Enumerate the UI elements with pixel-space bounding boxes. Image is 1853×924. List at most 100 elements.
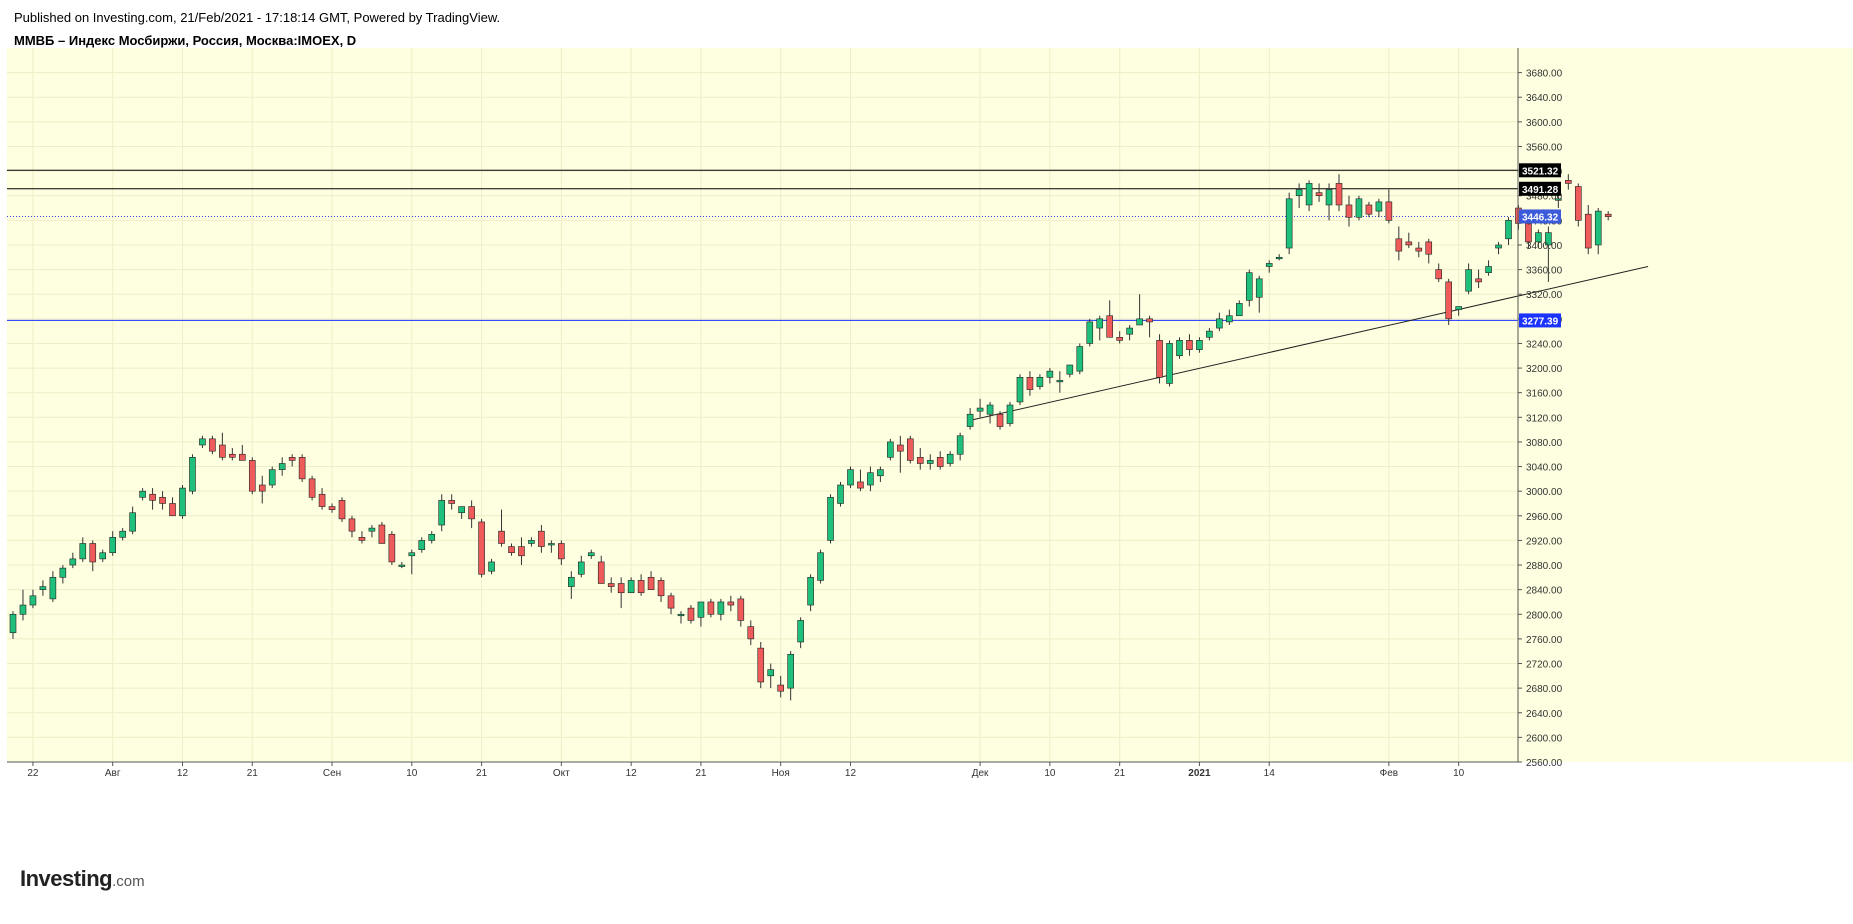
candle <box>159 491 166 510</box>
candle-body-down <box>667 595 675 609</box>
candle-body-up <box>199 438 206 446</box>
candle <box>717 598 725 621</box>
candle <box>1315 183 1323 202</box>
candle <box>1495 241 1502 255</box>
candle-body-up <box>1245 272 1253 301</box>
candle-body-down <box>239 453 246 461</box>
candle <box>1295 183 1303 209</box>
candle-body-up <box>1126 327 1133 335</box>
time-tick-label: 2021 <box>1188 768 1211 779</box>
candle-body-up <box>787 653 794 689</box>
candle <box>807 574 814 612</box>
candle <box>1445 278 1452 325</box>
candle-body-up <box>677 613 685 617</box>
candle-body-up <box>428 533 436 541</box>
candle <box>687 605 695 624</box>
candle <box>119 528 126 541</box>
last-price-tag-bg <box>1519 209 1561 224</box>
candle <box>587 549 595 559</box>
candle <box>308 475 316 501</box>
candle <box>1395 226 1403 261</box>
candle-body-down <box>508 546 515 554</box>
candle <box>109 531 116 556</box>
candle-body-down <box>1385 201 1393 221</box>
chart-title: ММВБ – Индекс Мосбиржи, Россия, Москва:I… <box>14 33 357 48</box>
candle-body-down <box>1116 336 1123 341</box>
candle-body-down <box>737 598 745 621</box>
candle-body-up <box>1056 380 1064 383</box>
candle <box>1036 374 1044 390</box>
candle-body-down <box>777 684 784 692</box>
candle-body-down <box>1395 238 1403 252</box>
candle-body-up <box>1495 244 1502 249</box>
candle-body-up <box>1465 269 1472 292</box>
candle <box>757 641 765 689</box>
candle-body-up <box>528 540 535 544</box>
candle <box>916 448 924 470</box>
candle <box>548 540 555 553</box>
candle-body-up <box>458 506 465 514</box>
candle <box>219 432 226 461</box>
candle-body-down <box>1405 241 1413 246</box>
candle <box>1265 260 1273 273</box>
price-tick-label: 2760.00 <box>1526 635 1563 646</box>
candle <box>647 571 655 590</box>
candle <box>298 454 306 482</box>
price-tick-label: 3200.00 <box>1526 364 1563 375</box>
candle-body-down <box>288 457 296 461</box>
candle-body-up <box>1275 256 1283 260</box>
candle <box>1545 226 1552 282</box>
time-tick-label: 21 <box>1114 768 1126 779</box>
candle <box>1255 275 1263 313</box>
candle <box>727 595 735 612</box>
candle <box>1385 189 1393 224</box>
candle <box>468 500 475 529</box>
candle-body-up <box>1096 318 1104 329</box>
candle-body-up <box>877 469 884 477</box>
candle <box>348 515 356 538</box>
candle-body-down <box>348 518 356 532</box>
candle <box>1285 192 1293 255</box>
candle-body-up <box>488 561 495 572</box>
candle-body-down <box>1435 269 1443 280</box>
candle <box>129 506 136 535</box>
candle-body-up <box>1136 318 1143 326</box>
candle-body-up <box>1216 318 1223 329</box>
time-tick-label: 12 <box>845 768 857 779</box>
candle <box>179 485 186 519</box>
candle <box>368 525 376 538</box>
candle <box>1136 294 1143 326</box>
level-tag-bg <box>1519 313 1561 328</box>
time-tick-label: 22 <box>27 768 39 779</box>
candle <box>1206 328 1213 341</box>
candle <box>1565 174 1572 190</box>
candle <box>508 543 515 556</box>
time-tick-label: Сен <box>323 768 341 779</box>
candle-body-down <box>1574 186 1582 221</box>
candle-body-up <box>1285 198 1293 249</box>
candle <box>1106 300 1113 338</box>
candle <box>358 531 366 544</box>
candle <box>767 663 775 689</box>
candle-body-down <box>707 601 715 615</box>
candle <box>89 540 97 572</box>
trendline <box>970 266 1649 421</box>
candle <box>996 411 1004 430</box>
candle <box>1485 260 1492 276</box>
candle-body-down <box>906 438 914 461</box>
candle-body-up <box>1295 189 1303 197</box>
price-tick-label: 3240.00 <box>1526 339 1563 350</box>
candle <box>19 589 27 621</box>
candle <box>1465 263 1472 295</box>
candle <box>857 469 864 492</box>
candle <box>1594 208 1602 255</box>
candle <box>627 577 635 594</box>
candle-body-up <box>887 441 894 458</box>
candle-body-down <box>597 561 605 584</box>
candle <box>1475 269 1482 289</box>
candle <box>558 540 565 566</box>
price-tick-label: 3400.00 <box>1526 241 1563 252</box>
level-tag: 3277.39 <box>1519 313 1561 328</box>
candle-body-up <box>438 500 446 526</box>
